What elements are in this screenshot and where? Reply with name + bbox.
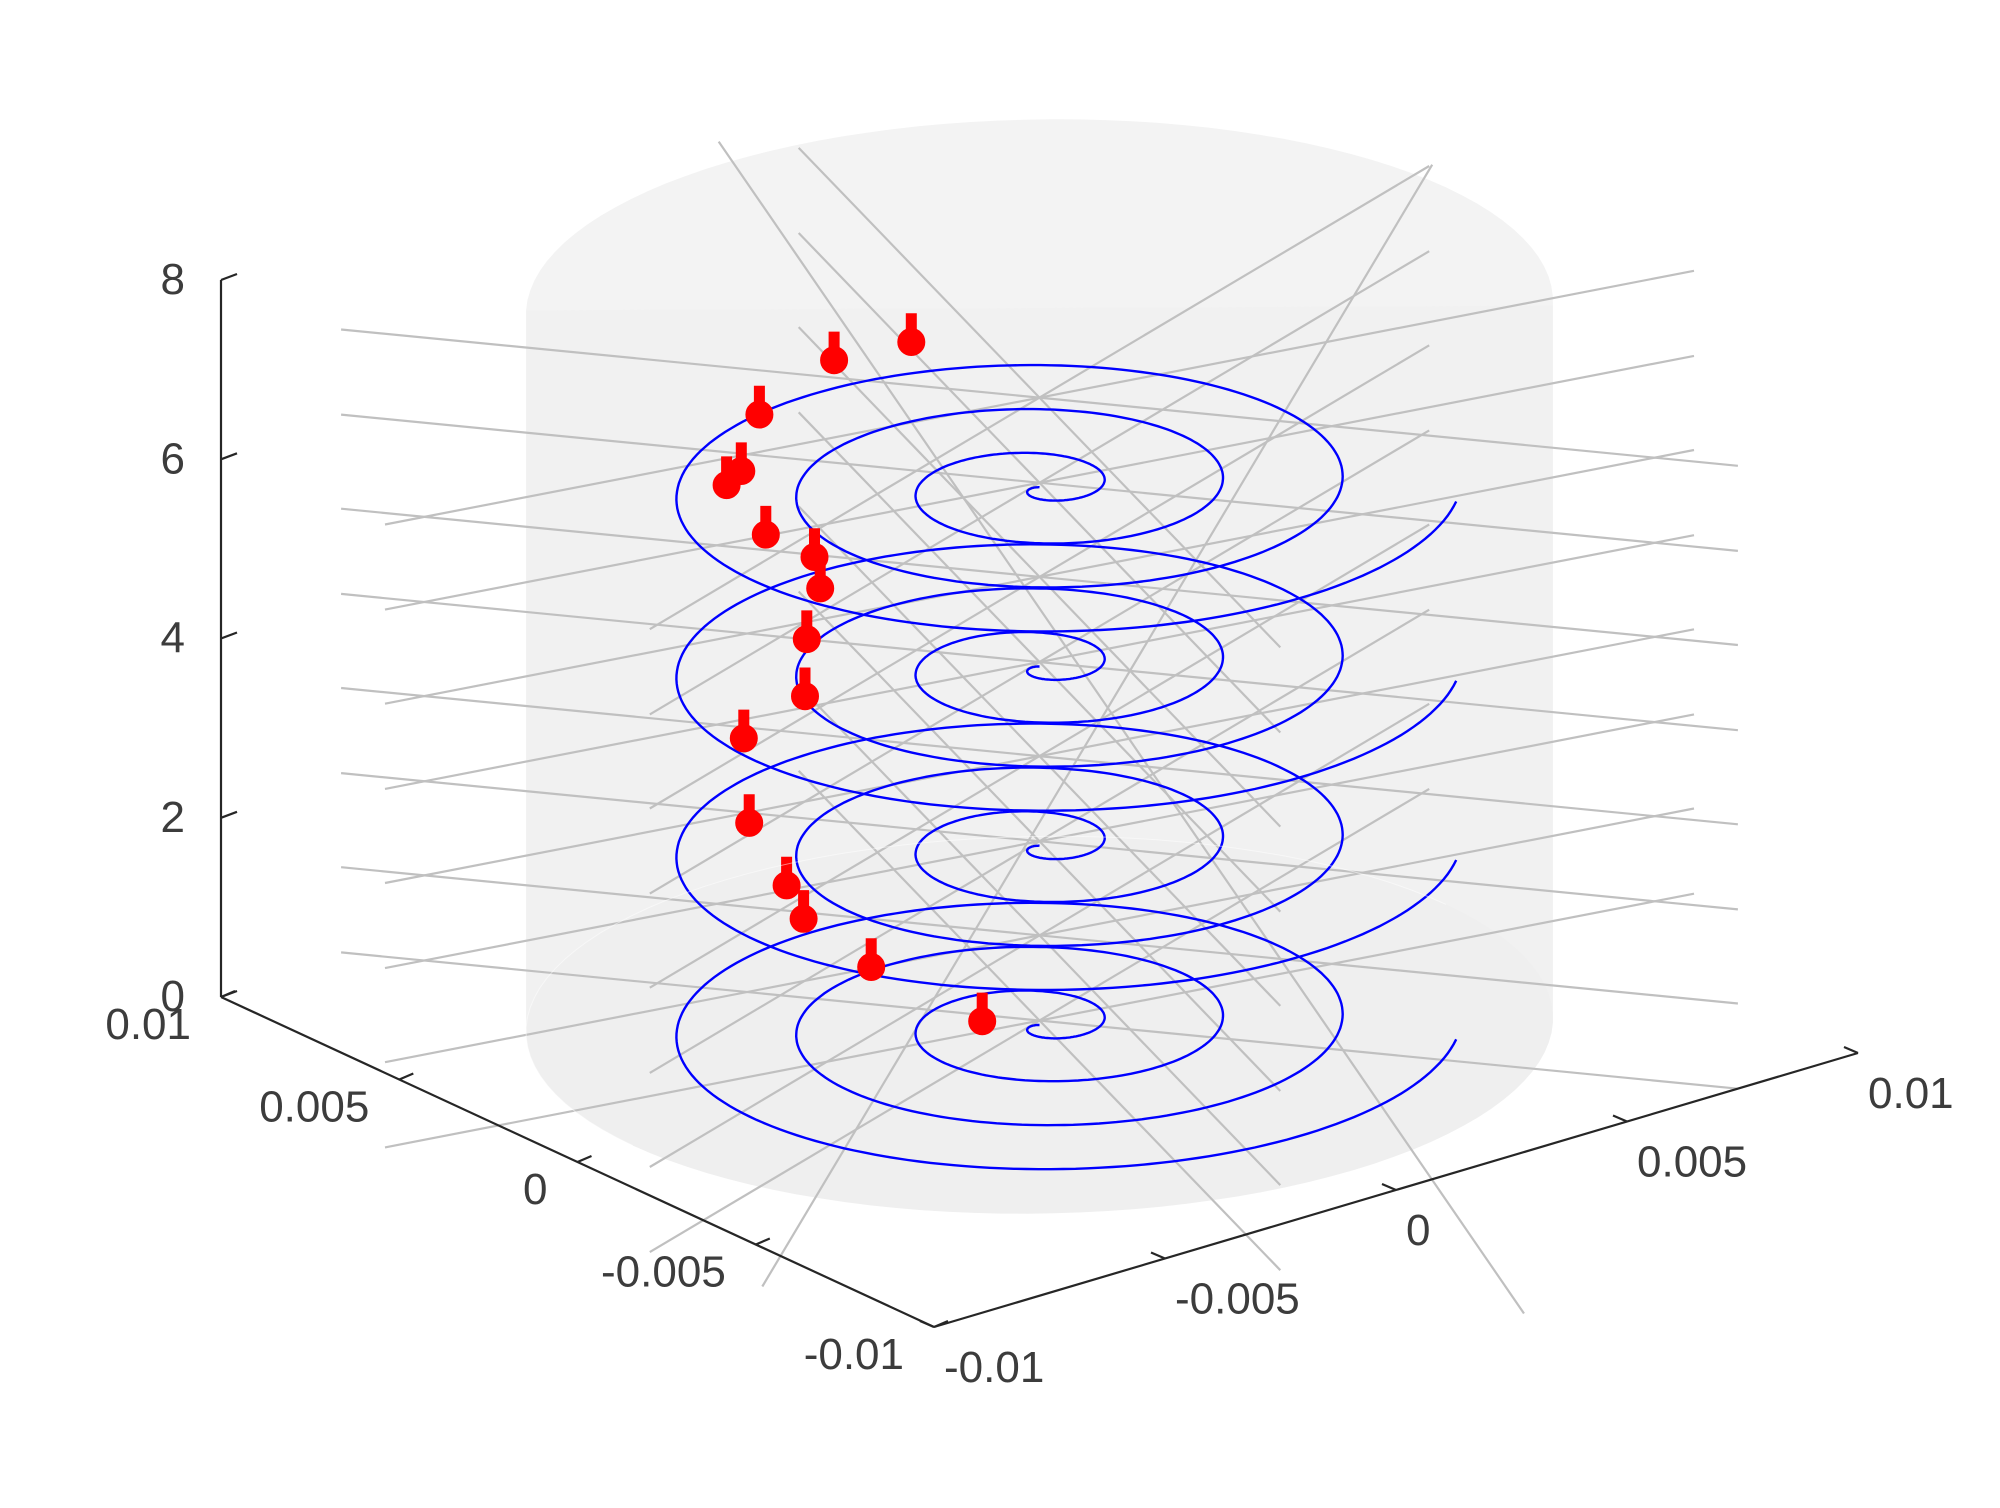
x-tick	[1381, 1182, 1397, 1192]
grid-line	[797, 232, 1282, 734]
x-tick-label: -0.005	[1175, 1275, 1300, 1324]
marker-point	[735, 808, 764, 837]
z-tick-label: 8	[161, 255, 185, 304]
cylinder-front-surface	[525, 835, 1447, 1147]
marker-point	[968, 1007, 997, 1036]
spiral-line-2	[675, 543, 1458, 812]
x-tick-label: 0	[1406, 1206, 1430, 1255]
spiral-line-1	[675, 722, 1458, 992]
x-tick-label: 0.005	[1637, 1138, 1747, 1187]
marker-point	[772, 871, 801, 900]
red-marker-series	[712, 313, 997, 1036]
z-tick	[220, 272, 238, 282]
x-tick	[1612, 1114, 1628, 1123]
spiral-line-0	[675, 901, 1458, 1171]
x-tick	[1150, 1251, 1166, 1260]
marker-point	[820, 346, 849, 375]
z-tick-label: 0	[161, 972, 185, 1021]
grid-line	[797, 147, 1282, 649]
marker-point	[857, 953, 886, 981]
y-tick-label: 0.01	[105, 1000, 191, 1049]
z-tick	[220, 810, 238, 819]
marker-point	[751, 520, 780, 549]
y-tick	[933, 1319, 949, 1329]
y-tick	[220, 989, 236, 999]
z-tick	[220, 452, 238, 461]
x-tick-label: 0.01	[1868, 1069, 1954, 1118]
marker-point	[727, 457, 756, 485]
y-tick-label: -0.01	[804, 1330, 904, 1379]
y-tick	[755, 1237, 771, 1246]
grid-line	[797, 326, 1282, 828]
cylinder-front-edge	[525, 835, 1447, 1147]
marker-point	[745, 400, 774, 429]
grid-line	[797, 590, 1282, 1092]
y-tick-label: -0.005	[601, 1248, 726, 1297]
y-tick-label: 0.005	[259, 1083, 369, 1132]
y-tick-label: 0	[523, 1165, 547, 1214]
x-tick	[919, 1319, 935, 1329]
z-tick	[220, 631, 238, 640]
y-tick	[398, 1072, 414, 1081]
z-tick-label: 2	[161, 793, 185, 842]
grid-line	[797, 684, 1282, 1186]
marker-point	[792, 625, 821, 654]
z-tick-label: 4	[161, 614, 185, 663]
marker-point	[789, 904, 818, 933]
marker-point	[800, 543, 829, 571]
marker-point	[806, 574, 835, 603]
grid-line	[797, 770, 1282, 1271]
x-tick-label: -0.01	[944, 1343, 1044, 1392]
x-tick	[1843, 1045, 1859, 1055]
marker-point	[897, 328, 926, 356]
marker-point	[729, 724, 758, 753]
y-tick	[577, 1154, 592, 1164]
z-tick-label: 6	[161, 434, 185, 483]
grid-line	[797, 505, 1282, 1007]
grid-line	[797, 411, 1282, 913]
axes: 02468-0.01-0.00500.0050.01-0.01-0.00500.…	[105, 255, 1953, 1392]
marker-point	[791, 682, 819, 711]
